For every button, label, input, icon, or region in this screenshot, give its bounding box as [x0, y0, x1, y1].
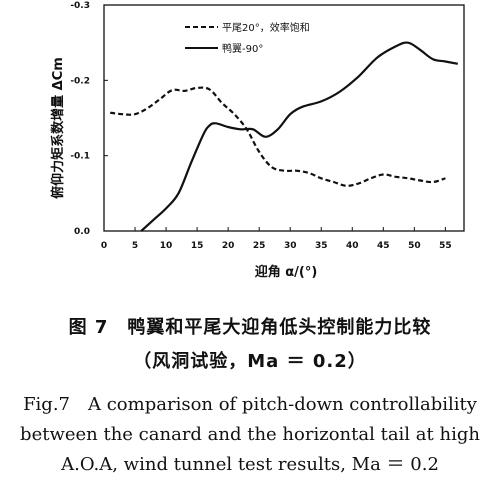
x-tick-label: 50 [408, 241, 421, 251]
legend-label-tail: 平尾20°，效率饱和 [222, 21, 310, 34]
x-tick-label: 15 [191, 241, 204, 251]
x-axis-label: 迎角 α/(°) [255, 264, 318, 280]
y-axis-label: 俯仰力矩系数增量 ΔCm [50, 57, 66, 199]
caption-en-line1: Fig.7 A comparison of pitch-down control… [23, 394, 477, 415]
caption-en-line2: between the canard and the horizontal ta… [20, 424, 480, 445]
x-tick-label: 55 [439, 241, 452, 251]
x-tick-label: 20 [222, 241, 235, 251]
x-tick-label: 25 [253, 241, 266, 251]
legend: 平尾20°，效率饱和 鸭翼-90° [185, 21, 310, 55]
x-tick-label: 30 [284, 241, 297, 251]
series-line-horizontal-tail [110, 86, 446, 187]
series-line-canard [140, 41, 459, 232]
y-tick-label: -0.1 [70, 152, 90, 162]
caption-cn-line2: （风洞试验，Ma ＝ 0.2） [133, 351, 367, 372]
chart: 0 5 10 15 20 25 30 35 40 45 50 55 0.0 -0.1 -0.2 -0.3 平尾… [50, 1, 465, 280]
legend-label-canard: 鸭翼-90° [222, 42, 263, 55]
plot-frame [103, 4, 465, 232]
caption-cn-line1: 图 7 鸭翼和平尾大迎角低头控制能力比较 [68, 317, 432, 338]
x-tick-label: 40 [346, 241, 359, 251]
x-tick-label: 35 [315, 241, 328, 251]
y-tick-label: 0.0 [74, 227, 90, 237]
x-tick-label: 45 [377, 241, 390, 251]
x-tick-label: 5 [132, 241, 138, 251]
x-tick-label: 0 [101, 241, 107, 251]
x-tick-label: 10 [160, 241, 173, 251]
y-tick-label: -0.2 [70, 76, 90, 86]
y-tick-label: -0.3 [70, 1, 90, 11]
caption-en-line3: A.O.A, wind tunnel test results, Ma ＝ 0.… [61, 454, 439, 475]
